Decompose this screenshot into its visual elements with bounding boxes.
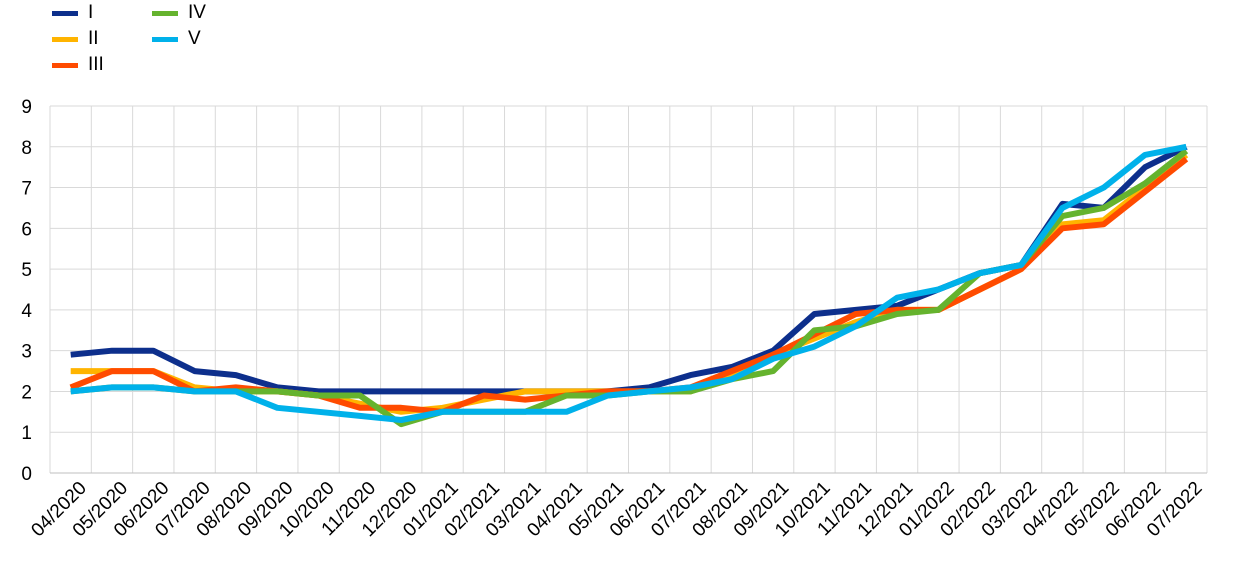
- y-axis: 0 1 2 3 4 5 6 7 8 9: [21, 97, 32, 485]
- y-tick-label: 6: [21, 219, 32, 240]
- legend-label-ii: II: [88, 28, 99, 49]
- legend-swatch-i: [52, 10, 78, 16]
- legend-item-i: I: [52, 0, 93, 26]
- y-tick-label: 9: [21, 97, 32, 118]
- y-tick-label: 2: [21, 382, 32, 403]
- legend-label-iv: IV: [188, 2, 206, 23]
- legend-item-ii: II: [52, 26, 99, 52]
- legend-swatch-iv: [152, 10, 178, 16]
- legend-item-iii: III: [52, 52, 104, 78]
- series-lines: [69, 143, 1189, 428]
- y-tick-label: 1: [21, 423, 32, 444]
- y-tick-label: 3: [21, 342, 32, 363]
- legend-label-i: I: [88, 2, 94, 23]
- chart-grid: [49, 105, 1208, 474]
- legend-label-v: V: [188, 28, 201, 49]
- legend-label-iii: III: [88, 54, 104, 75]
- y-tick-label: 8: [21, 138, 32, 159]
- legend-swatch-v: [152, 36, 178, 42]
- series-line-v: [70, 143, 1187, 423]
- y-tick-label: 0: [21, 464, 32, 485]
- legend-item-v: V: [152, 26, 201, 52]
- x-axis: 04/202005/202006/202007/202008/202009/20…: [27, 472, 1207, 541]
- y-tick-label: 4: [21, 301, 32, 322]
- y-tick-label: 5: [21, 260, 32, 281]
- legend-item-iv: IV: [152, 0, 206, 26]
- legend-swatch-ii: [52, 36, 78, 42]
- legend-swatch-iii: [52, 62, 78, 68]
- chart-legend: I II III IV V: [52, 0, 272, 80]
- y-tick-label: 7: [21, 179, 32, 200]
